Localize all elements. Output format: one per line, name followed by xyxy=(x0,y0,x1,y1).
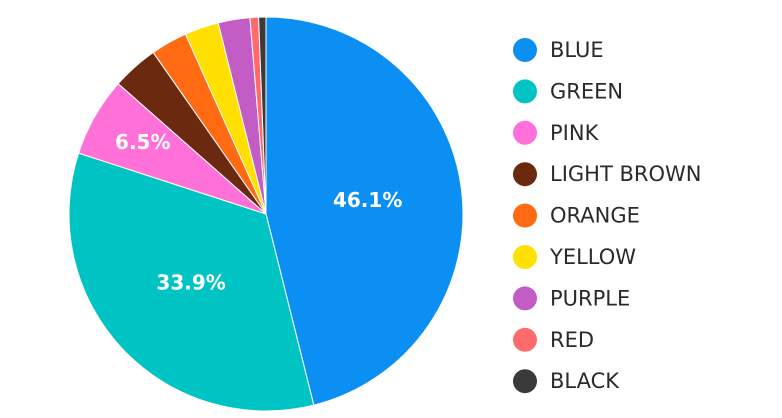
legend-marker xyxy=(513,327,537,352)
legend-marker xyxy=(513,286,537,311)
data-label: 6.5% xyxy=(115,130,170,154)
legend-label: YELLOW xyxy=(549,245,636,269)
legend-label: BLUE xyxy=(550,38,604,62)
legend-label: RED xyxy=(550,328,594,352)
legend-marker xyxy=(513,79,537,104)
pie-slice xyxy=(258,16,267,215)
legend-marker xyxy=(513,162,537,187)
legend-label: PURPLE xyxy=(550,286,630,310)
legend-marker xyxy=(513,38,537,62)
legend-label: PINK xyxy=(550,121,600,145)
legend-label: ORANGE xyxy=(550,204,640,228)
legend-marker xyxy=(513,369,537,394)
data-label: 46.1% xyxy=(333,188,402,212)
legend-marker xyxy=(513,120,537,145)
legend-label: GREEN xyxy=(550,79,623,103)
legend-label: BLACK xyxy=(550,369,620,393)
legend-marker xyxy=(513,245,537,269)
pie-slice xyxy=(68,152,315,412)
data-label: 33.9% xyxy=(156,270,225,294)
pie-slice xyxy=(265,16,464,406)
legend-marker xyxy=(513,203,537,228)
legend-label: LIGHT BROWN xyxy=(550,162,701,186)
